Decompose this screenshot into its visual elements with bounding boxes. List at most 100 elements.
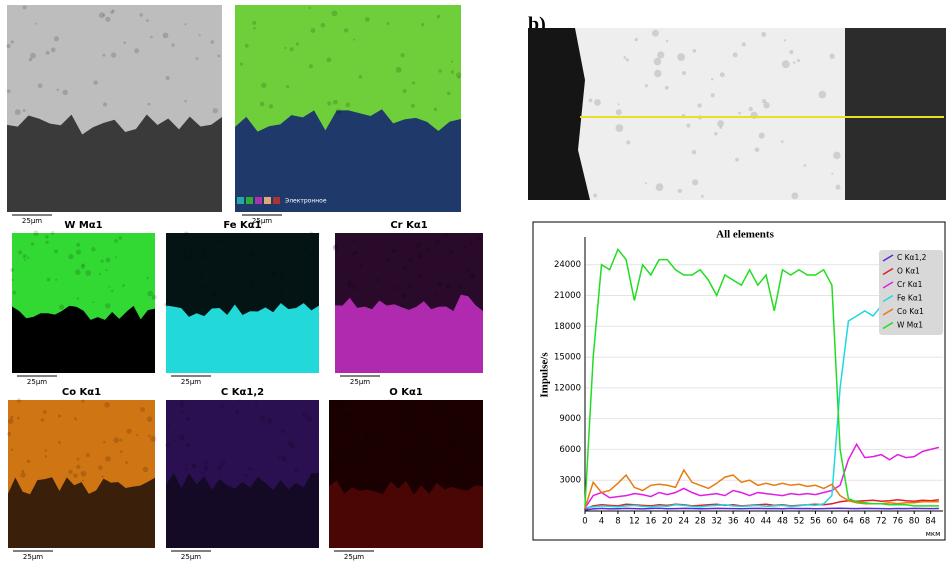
x-tick-label: 20 [662,517,673,527]
texture [44,449,48,452]
texture [110,52,117,58]
texture [284,46,287,50]
texture [417,251,421,254]
texture [361,408,365,412]
texture [329,461,334,465]
texture [253,26,256,30]
texture [54,249,59,254]
texture [450,70,455,74]
texture [28,57,33,62]
texture [294,467,300,473]
image-region [166,233,319,317]
texture [762,99,767,104]
texture [634,38,638,42]
texture [146,276,149,280]
texture [145,19,149,22]
texture [81,479,84,482]
texture [201,252,208,259]
scale-label: 25μm [22,217,42,225]
texture [185,416,190,421]
legend-swatch [882,254,894,262]
texture [57,414,62,418]
texture [201,243,205,247]
texture [626,140,631,145]
texture [7,431,12,437]
texture [191,280,195,284]
texture [105,257,111,263]
texture [44,455,48,458]
texture [118,236,123,240]
texture [653,57,662,66]
chart-frame [532,221,946,541]
texture [335,108,342,115]
texture [50,231,55,235]
texture [236,263,240,268]
texture [700,194,704,198]
texture [192,463,196,467]
texture [187,257,191,261]
texture [402,293,407,299]
texture [125,461,129,465]
texture [179,268,182,271]
texture [42,410,47,415]
texture [386,22,390,25]
texture [30,52,36,59]
texture [7,418,14,424]
texture [238,399,242,403]
texture [332,99,338,105]
texture [446,91,451,96]
texture [103,440,106,444]
texture [10,448,14,451]
texture [303,460,306,464]
scale-label: 25μm [23,553,43,561]
texture [105,16,111,22]
texture [456,72,462,78]
texture [280,246,285,250]
texture [181,410,184,414]
texture [615,124,624,133]
texture [686,123,691,128]
texture [315,434,318,437]
texture [268,104,274,109]
texture [358,263,363,268]
texture [425,248,430,252]
texture [418,252,424,259]
texture [353,38,356,41]
texture [151,294,157,300]
map-label: C Kα1,2 [221,387,264,398]
texture [677,53,686,62]
texture [735,157,739,162]
x-tick-label: 0 [582,517,587,527]
texture [308,6,311,10]
texture [81,399,85,403]
texture [741,42,746,47]
texture [835,184,841,190]
scale-label: 25μm [350,378,370,386]
texture [303,270,307,274]
texture [259,415,265,421]
texture [457,76,461,79]
texture [309,231,313,235]
texture [102,53,106,57]
texture [400,427,406,433]
texture [588,98,593,103]
texture [719,72,725,78]
texture [198,272,203,277]
texture [320,22,326,28]
texture [615,109,622,116]
texture [310,28,316,33]
texture [331,399,338,406]
texture [16,398,22,403]
texture [391,248,397,254]
texture [302,412,308,419]
texture [333,450,336,454]
texture [644,84,648,88]
texture [254,403,258,407]
y-tick-label: 21000 [554,291,581,301]
texture [249,282,255,288]
texture [146,416,153,422]
y-axis-label: Impulse/s [539,352,551,398]
texture [12,290,17,295]
series-line [584,247,939,507]
texture [289,47,294,52]
